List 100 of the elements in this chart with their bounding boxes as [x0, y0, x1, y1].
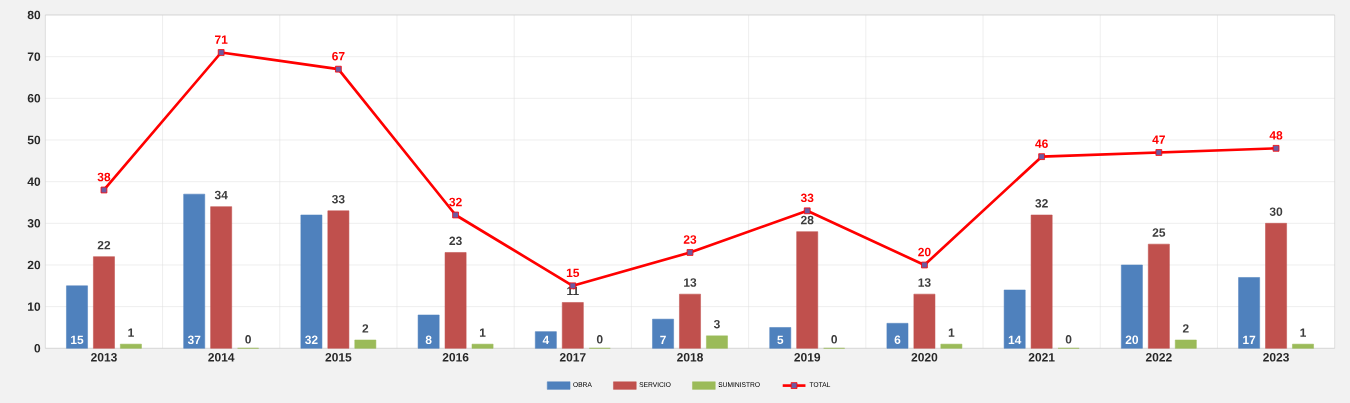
point: [1038, 153, 1045, 160]
data-label: 4: [542, 335, 550, 345]
data-label: 23: [449, 236, 462, 246]
data-label: 25: [1152, 228, 1166, 237]
bar: [183, 193, 206, 349]
bar: [66, 285, 88, 349]
bar: [120, 343, 142, 349]
y-tick-label: 20: [27, 260, 41, 270]
data-label: 33: [800, 193, 814, 203]
x-tick-label: 2019: [794, 353, 821, 362]
data-label: 17: [1243, 335, 1256, 345]
bar: [1292, 343, 1314, 349]
y-tick-label: 10: [28, 302, 41, 311]
data-label: 20: [1125, 335, 1139, 345]
x-tick-label: 2023: [1263, 353, 1289, 362]
data-label: 8: [425, 335, 432, 345]
y-tick-label: 50: [27, 135, 41, 145]
y-tick-label: 80: [27, 10, 41, 20]
point: [1155, 149, 1163, 156]
data-label: 3: [713, 319, 720, 329]
data-label: 14: [1008, 335, 1022, 345]
data-label: 47: [1152, 135, 1165, 144]
data-label: 13: [684, 278, 697, 287]
point: [1272, 144, 1280, 152]
x-tick-label: 2015: [325, 353, 352, 362]
bar: [93, 256, 115, 349]
data-label: 0: [831, 335, 838, 344]
data-label: 1: [128, 328, 134, 337]
bar: [300, 214, 323, 349]
x-tick-label: 2021: [1028, 353, 1055, 362]
data-label: 34: [214, 190, 228, 200]
point: [686, 249, 694, 256]
bar: [706, 335, 728, 349]
bar: [417, 314, 440, 349]
bar: [913, 293, 936, 349]
bar: [1003, 289, 1026, 349]
data-label: 32: [1035, 199, 1048, 208]
point: [452, 211, 459, 219]
point: [217, 49, 225, 56]
x-tick-label: 2017: [559, 353, 586, 362]
bar: [796, 231, 819, 349]
data-label: 22: [97, 240, 111, 250]
data-label: 33: [331, 194, 345, 204]
bar: [327, 210, 350, 349]
data-label: 0: [1065, 335, 1072, 344]
data-label: 67: [332, 51, 345, 61]
data-label: 1: [948, 328, 955, 337]
data-label: 0: [596, 335, 603, 344]
y-tick-label: 70: [27, 52, 41, 61]
bar: [354, 339, 377, 349]
bar: [471, 343, 494, 349]
data-label: 2: [362, 324, 369, 333]
data-label: 1: [1300, 328, 1307, 337]
data-label: 1: [479, 328, 486, 337]
bar: [535, 331, 557, 349]
y-tick-label: 0: [34, 344, 41, 353]
bar: [1121, 264, 1143, 349]
bar: [1238, 277, 1260, 349]
data-label: 15: [566, 268, 580, 278]
data-label: 0: [245, 335, 251, 344]
data-label: 5: [777, 335, 784, 345]
x-tick-label: 2013: [91, 353, 117, 362]
data-label: 2: [1182, 324, 1189, 333]
bar: [1148, 243, 1170, 349]
data-label: 28: [800, 215, 814, 225]
data-label: 30: [1269, 207, 1283, 216]
y-tick-label: 60: [27, 94, 41, 103]
data-label: 46: [1035, 139, 1048, 148]
bar: [940, 343, 963, 349]
y-tick-label: 40: [27, 177, 41, 186]
x-tick-label: 2022: [1145, 353, 1172, 362]
data-label: 6: [894, 335, 901, 345]
data-label: 13: [918, 278, 931, 287]
x-tick-label: 2014: [208, 353, 235, 362]
data-label: 37: [187, 335, 201, 345]
data-label: 71: [215, 35, 228, 44]
data-label: 48: [1269, 131, 1283, 140]
x-tick-label: 2018: [677, 353, 703, 362]
bar: [1265, 223, 1287, 349]
data-label: 7: [660, 335, 666, 345]
point: [100, 186, 108, 194]
bar: [444, 252, 467, 349]
data-label: 32: [305, 335, 318, 345]
point: [335, 65, 342, 73]
data-label: 23: [683, 235, 697, 244]
point: [803, 207, 811, 215]
data-label: 15: [71, 335, 84, 345]
bar: [1174, 339, 1197, 349]
y-tick-label: 30: [27, 219, 41, 228]
data-label: 11: [567, 286, 579, 296]
bar: [210, 206, 232, 349]
x-tick-label: 2020: [911, 353, 938, 362]
bar: [886, 323, 909, 349]
bar: [561, 302, 584, 349]
data-label: 38: [97, 172, 111, 182]
bar: [1030, 214, 1053, 349]
x-tick-label: 2016: [442, 353, 469, 362]
point: [921, 261, 928, 269]
data-label: 20: [918, 247, 931, 257]
bar: [769, 327, 792, 349]
